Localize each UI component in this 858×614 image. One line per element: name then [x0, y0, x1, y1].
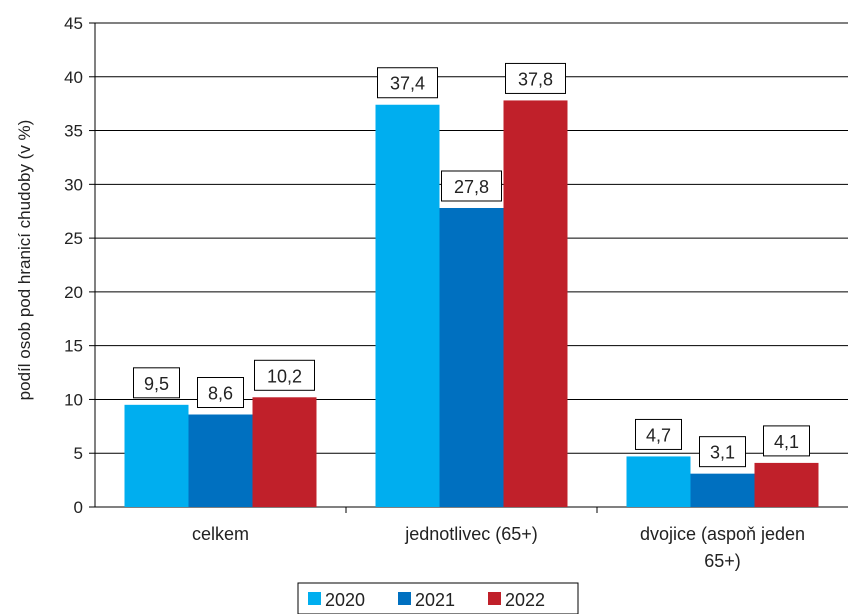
legend-label: 2020 [325, 590, 365, 610]
data-label: 4,7 [646, 425, 671, 445]
data-label: 27,8 [454, 177, 489, 197]
bar-2020 [375, 104, 440, 508]
data-label-box [505, 62, 566, 94]
x-category-label: dvojice (aspoň jeden [640, 524, 805, 544]
data-label: 9,5 [144, 374, 169, 394]
legend-swatch-2021 [398, 592, 411, 605]
data-label: 10,2 [267, 366, 302, 386]
data-label-box [763, 425, 810, 457]
x-category-label: 65+) [704, 551, 741, 571]
y-tick-label: 15 [64, 337, 83, 356]
y-tick-label: 45 [64, 14, 83, 33]
bar-2022 [503, 100, 568, 507]
data-label: 8,6 [208, 384, 233, 404]
bar-2020 [124, 404, 189, 507]
legend-box [297, 582, 579, 614]
y-tick-label: 10 [64, 390, 83, 409]
legend-swatch-2022 [488, 592, 501, 605]
y-axis-label: podíl osob pod hranicí chudoby (v %) [15, 120, 34, 401]
data-label-box [635, 418, 682, 450]
data-label-box [699, 436, 746, 468]
data-label-box [197, 377, 244, 409]
y-tick-label: 40 [64, 68, 83, 87]
x-category-label: celkem [192, 524, 249, 544]
bar-2022 [252, 397, 317, 507]
bar-2021 [188, 414, 253, 507]
data-label: 3,1 [710, 443, 735, 463]
data-label: 4,1 [774, 432, 799, 452]
y-tick-label: 25 [64, 229, 83, 248]
x-category-label: jednotlivec (65+) [404, 524, 538, 544]
data-label: 37,4 [390, 74, 425, 94]
data-label-box [254, 359, 315, 391]
y-tick-label: 35 [64, 122, 83, 141]
y-tick-label: 0 [74, 498, 83, 517]
data-label-box [441, 170, 502, 202]
legend-label: 2021 [415, 590, 455, 610]
legend-swatch-2020 [308, 592, 321, 605]
y-tick-label: 30 [64, 175, 83, 194]
data-label: 37,8 [518, 69, 553, 89]
bar-2021 [690, 473, 755, 507]
data-label-box [133, 367, 180, 399]
y-tick-label: 5 [74, 444, 83, 463]
bar-2021 [439, 207, 504, 508]
legend-label: 2022 [505, 590, 545, 610]
data-label-box [377, 67, 438, 99]
bar-2020 [626, 456, 691, 507]
y-tick-label: 20 [64, 283, 83, 302]
bar-2022 [754, 462, 819, 507]
